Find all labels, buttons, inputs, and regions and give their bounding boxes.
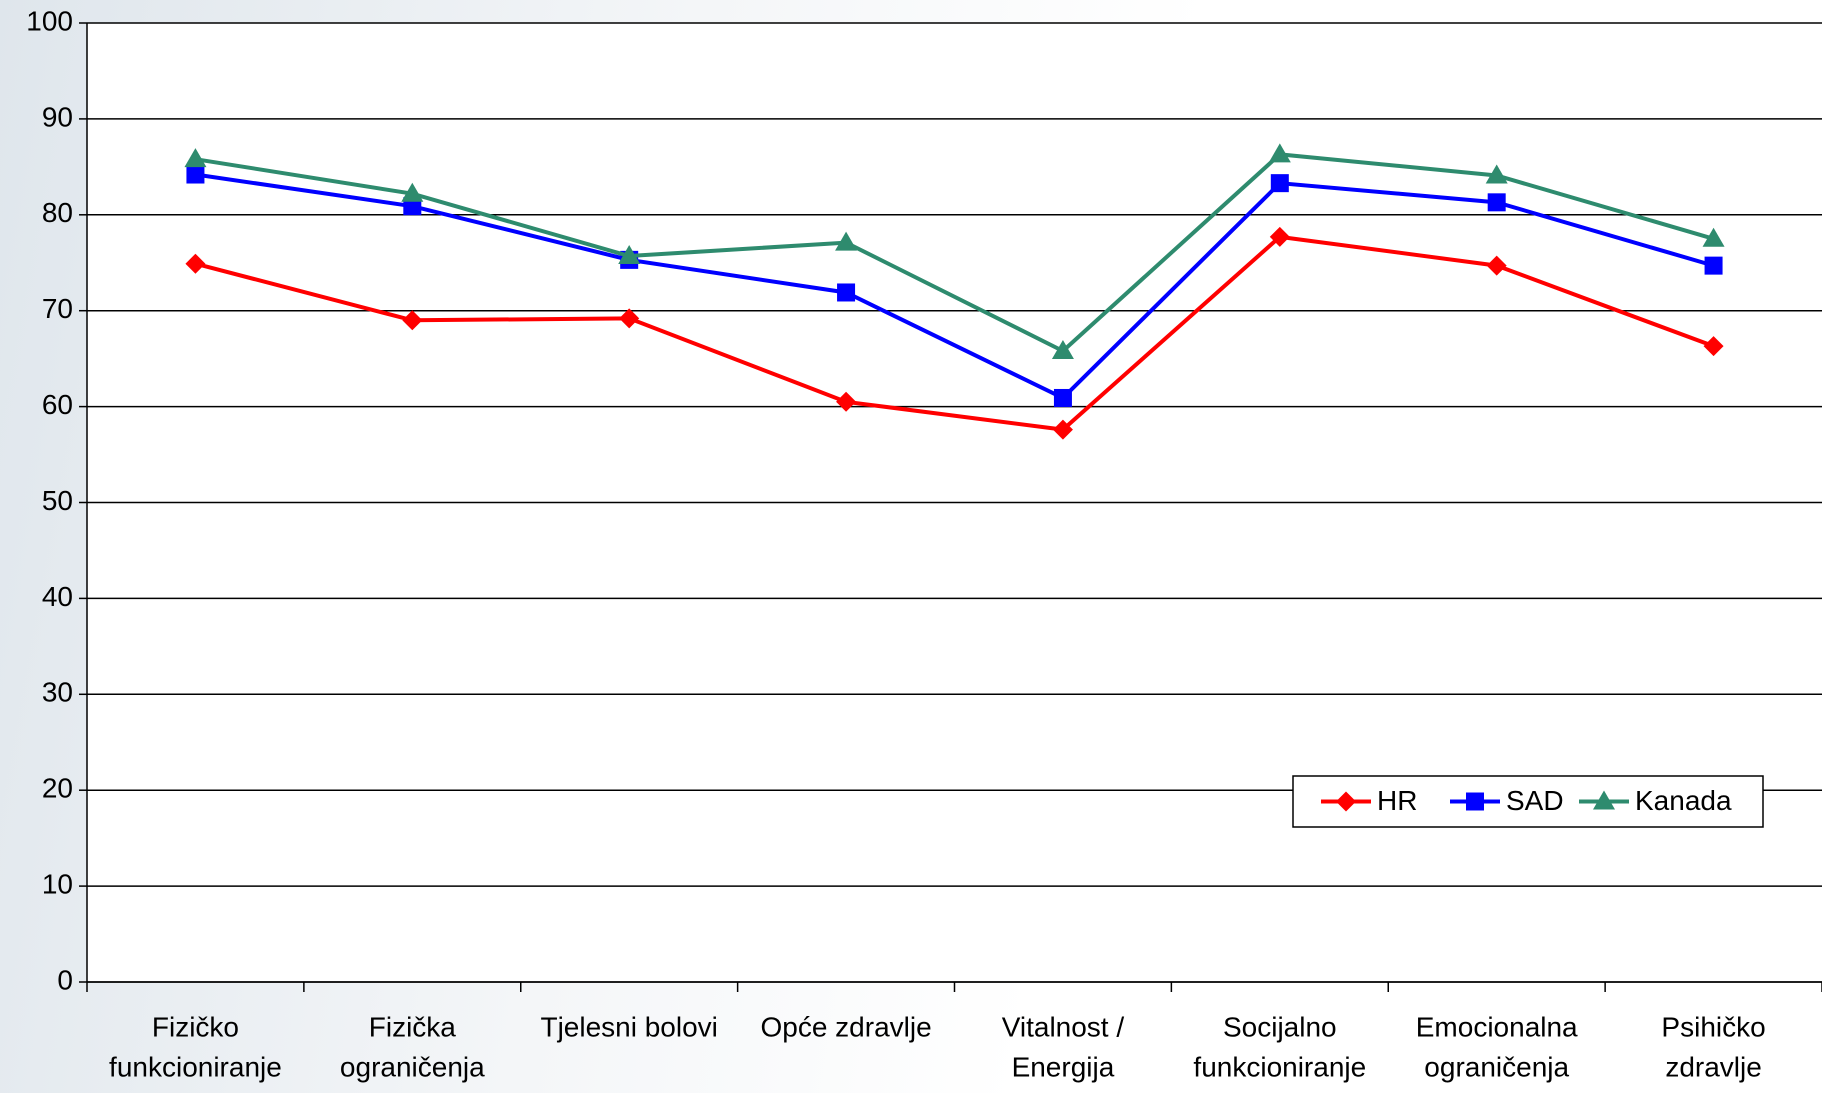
marker (1487, 193, 1506, 212)
marker (401, 182, 424, 202)
y-tick-label: 10 (42, 868, 73, 899)
x-tick-label: ograničenja (1424, 1051, 1569, 1082)
y-tick-label: 60 (42, 389, 73, 420)
x-tick-label: zdravlje (1665, 1051, 1761, 1082)
marker (1466, 792, 1484, 811)
x-tick-label: funkcioniranje (109, 1051, 282, 1082)
marker (1703, 336, 1724, 357)
y-tick-label: 100 (26, 5, 73, 36)
x-tick-label: Socijalno (1223, 1011, 1337, 1042)
series-line (195, 172, 1715, 401)
y-tick-label: 80 (42, 197, 73, 228)
legend-label: SAD (1506, 785, 1564, 816)
marker (837, 283, 856, 302)
y-tick-label: 70 (42, 293, 73, 324)
x-tick-label: Opće zdravlje (760, 1011, 931, 1042)
marker (1052, 419, 1073, 440)
x-tick-label: ograničenja (340, 1051, 485, 1082)
marker (1336, 791, 1356, 812)
x-tick-label: Vitalnost / (1002, 1011, 1125, 1042)
y-tick-label: 20 (42, 773, 73, 804)
marker (1268, 143, 1291, 163)
legend-label: HR (1377, 785, 1417, 816)
y-tick-label: 30 (42, 677, 73, 708)
x-tick-label: Fizičko (152, 1011, 239, 1042)
marker (1051, 339, 1074, 359)
series-line (195, 152, 1715, 354)
legend-label: Kanada (1635, 785, 1732, 816)
legend: HR SAD Kanada (1292, 775, 1764, 828)
marker (1053, 388, 1072, 407)
y-tick-label: 50 (42, 485, 73, 516)
marker (1270, 174, 1289, 193)
marker (619, 308, 640, 329)
marker (835, 231, 858, 251)
marker (1485, 164, 1508, 184)
series-line (194, 234, 1715, 432)
marker (186, 165, 205, 184)
marker (1486, 255, 1507, 276)
marker (402, 310, 423, 331)
marker (184, 148, 207, 168)
marker (185, 253, 206, 274)
x-tick-label: Fizička (369, 1011, 457, 1042)
x-tick-label: Emocionalna (1416, 1011, 1578, 1042)
marker (1704, 256, 1723, 275)
marker (836, 391, 857, 412)
marker (1702, 227, 1725, 247)
y-tick-label: 90 (42, 101, 73, 132)
x-tick-label: funkcioniranje (1193, 1051, 1366, 1082)
x-tick-label: Energija (1012, 1051, 1115, 1082)
marker (618, 245, 641, 265)
x-tick-label: Tjelesni bolovi (540, 1011, 717, 1042)
marker (1269, 226, 1290, 247)
y-tick-label: 40 (42, 581, 73, 612)
legend-box (1292, 775, 1764, 828)
x-tick-label: Psihičko (1661, 1011, 1765, 1042)
y-tick-label: 0 (57, 964, 73, 995)
marker (1593, 790, 1615, 810)
